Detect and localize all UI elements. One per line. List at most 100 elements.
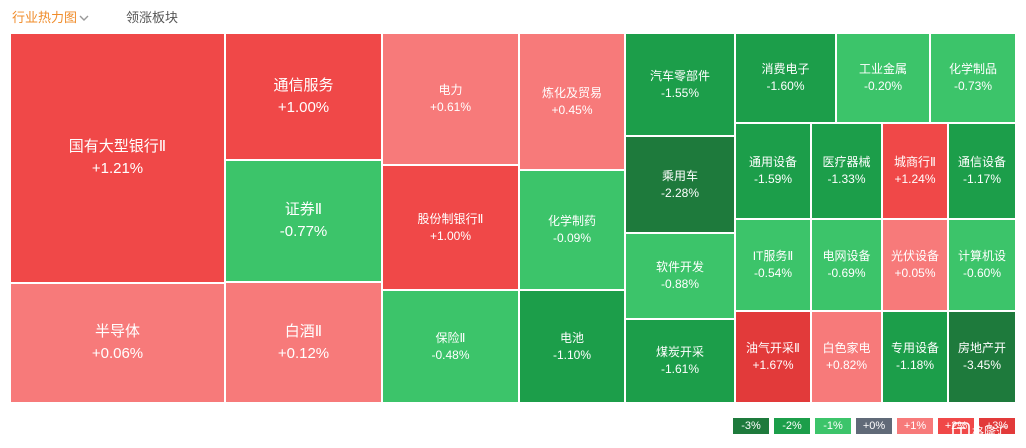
treemap-tile[interactable]: 化学制药 -0.09% [519, 170, 625, 290]
tile-sector-name: 城商行Ⅱ [894, 155, 936, 169]
tile-sector-name: 化学制药 [547, 214, 596, 228]
treemap-tile[interactable]: 通信设备 -1.17% [948, 123, 1016, 219]
treemap-tile[interactable]: 医疗器械 -1.33% [811, 123, 882, 219]
tile-change-value: -0.73% [953, 79, 993, 93]
tile-sector-name: 煤炭开采 [655, 345, 704, 359]
treemap-tile[interactable]: 汽车零部件 -1.55% [625, 33, 735, 136]
tile-sector-name: 消费电子 [761, 62, 810, 76]
treemap-tile[interactable]: 白色家电 +0.82% [811, 311, 882, 403]
tile-sector-name: 电网设备 [822, 249, 871, 263]
treemap-tile[interactable]: 乘用车 -2.28% [625, 136, 735, 233]
treemap-chart: 国有大型银行Ⅱ +1.21% 半导体 +0.06% 通信服务 +1.00% 证券Ⅱ -0.77… [10, 33, 1016, 403]
tile-change-value: +0.06% [91, 345, 144, 362]
tile-change-value: +0.12% [277, 344, 330, 362]
tile-change-value: +1.21% [91, 160, 144, 177]
treemap-tile[interactable]: 房地产开 -3.45% [948, 311, 1016, 403]
legend-swatch: -2% [774, 418, 812, 434]
tile-sector-name: 证券Ⅱ [284, 201, 323, 218]
tile-change-value: -0.60% [962, 266, 1002, 280]
legend-swatch: +0% [856, 418, 894, 434]
tile-sector-name: 炼化及贸易 [541, 85, 602, 100]
treemap-tile[interactable]: 保险Ⅱ -0.48% [382, 290, 519, 403]
tile-change-value: -0.69% [827, 266, 866, 280]
tile-change-value: -0.54% [753, 266, 793, 280]
treemap-tile[interactable]: 国有大型银行Ⅱ +1.21% [10, 33, 225, 283]
tile-change-value: -1.61% [660, 362, 700, 376]
tile-change-value: -1.10% [552, 347, 592, 362]
tab-industry-heatmap[interactable]: 行业热力图 [12, 10, 78, 25]
treemap-tile[interactable]: 煤炭开采 -1.61% [625, 319, 735, 403]
tile-sector-name: 光伏设备 [890, 249, 939, 263]
tab-leading-sectors[interactable]: 领涨板块 [126, 10, 179, 25]
tile-sector-name: 国有大型银行Ⅱ [68, 138, 167, 155]
treemap-tile[interactable]: 化学制品 -0.73% [930, 33, 1016, 123]
tile-change-value: -2.28% [660, 185, 700, 200]
tile-sector-name: 白色家电 [822, 341, 871, 355]
tile-change-value: -0.09% [552, 231, 592, 245]
tile-change-value: +0.05% [894, 266, 936, 280]
treemap-tile[interactable]: 通信服务 +1.00% [225, 33, 382, 160]
treemap-tile[interactable]: 炼化及贸易 +0.45% [519, 33, 625, 170]
tile-change-value: -1.60% [766, 79, 805, 93]
treemap-tile[interactable]: 电网设备 -0.69% [811, 219, 882, 311]
treemap-tile[interactable]: 油气开采Ⅱ +1.67% [735, 311, 811, 403]
tile-change-value: -3.45% [962, 358, 1002, 372]
treemap-tile[interactable]: 半导体 +0.06% [10, 283, 225, 403]
treemap-tile[interactable]: 专用设备 -1.18% [882, 311, 948, 403]
treemap-tile[interactable]: 工业金属 -0.20% [836, 33, 930, 123]
tile-sector-name: 白酒Ⅱ [284, 322, 323, 340]
tile-change-value: -0.88% [660, 277, 700, 291]
tile-sector-name: 汽车零部件 [649, 68, 710, 83]
tile-change-value: +0.82% [825, 358, 868, 372]
tile-change-value: -0.77% [279, 223, 328, 240]
tile-change-value: -1.33% [827, 172, 866, 186]
tile-change-value: +1.24% [894, 172, 936, 186]
treemap-tile[interactable]: 计算机设 -0.60% [948, 219, 1016, 311]
legend-swatch: -3% [733, 418, 771, 434]
treemap-tile[interactable]: 白酒Ⅱ +0.12% [225, 282, 382, 403]
treemap-tile[interactable]: 消费电子 -1.60% [735, 33, 836, 123]
tile-change-value: +1.00% [429, 228, 472, 243]
tile-change-value: -0.48% [431, 347, 470, 362]
treemap-tile[interactable]: 城商行Ⅱ +1.24% [882, 123, 948, 219]
legend-swatch: +1% [897, 418, 935, 434]
tile-change-value: +1.67% [752, 358, 794, 372]
watermark-text: 格隆汇 [972, 425, 1009, 439]
watermark: 格隆汇 [950, 420, 1020, 442]
treemap-tile[interactable]: 通用设备 -1.59% [735, 123, 811, 219]
tile-sector-name: 通信服务 [273, 76, 334, 94]
tile-sector-name: 通用设备 [748, 155, 797, 169]
tile-change-value: +0.45% [551, 102, 593, 117]
treemap-tile[interactable]: 软件开发 -0.88% [625, 233, 735, 319]
tile-sector-name: 房地产开 [957, 341, 1006, 355]
tile-change-value: -1.17% [962, 172, 1002, 186]
treemap-tile[interactable]: 电池 -1.10% [519, 290, 625, 403]
tile-sector-name: 电力 [438, 83, 463, 97]
tile-sector-name: 油气开采Ⅱ [746, 341, 800, 355]
tile-change-value: +0.61% [429, 100, 472, 114]
gelonghui-logo-icon [952, 422, 970, 440]
tile-sector-name: 专用设备 [890, 341, 939, 355]
tile-sector-name: 工业金属 [858, 62, 907, 76]
treemap-tile[interactable]: 证券Ⅱ -0.77% [225, 160, 382, 282]
tile-sector-name: 计算机设 [957, 249, 1006, 263]
chevron-down-icon[interactable] [79, 13, 89, 23]
treemap-tile[interactable]: 光伏设备 +0.05% [882, 219, 948, 311]
tile-sector-name: 电池 [559, 330, 584, 345]
legend-swatch: +3% [979, 418, 1017, 434]
tile-sector-name: 化学制品 [948, 62, 997, 76]
treemap-tile[interactable]: 电力 +0.61% [382, 33, 519, 165]
tile-sector-name: 乘用车 [661, 168, 698, 183]
tile-sector-name: 股份制银行Ⅱ [417, 211, 484, 226]
tile-change-value: -1.55% [660, 85, 700, 100]
tile-sector-name: 半导体 [94, 323, 140, 340]
tile-change-value: -1.59% [753, 172, 793, 186]
tile-sector-name: IT服务Ⅱ [752, 249, 794, 263]
tile-sector-name: 医疗器械 [822, 155, 871, 169]
tile-change-value: -1.18% [895, 358, 935, 372]
tile-sector-name: 通信设备 [957, 155, 1006, 169]
treemap-tile[interactable]: 股份制银行Ⅱ +1.00% [382, 165, 519, 290]
legend-swatch: -1% [815, 418, 853, 434]
treemap-tile[interactable]: IT服务Ⅱ -0.54% [735, 219, 811, 311]
tile-change-value: +1.00% [277, 98, 330, 116]
